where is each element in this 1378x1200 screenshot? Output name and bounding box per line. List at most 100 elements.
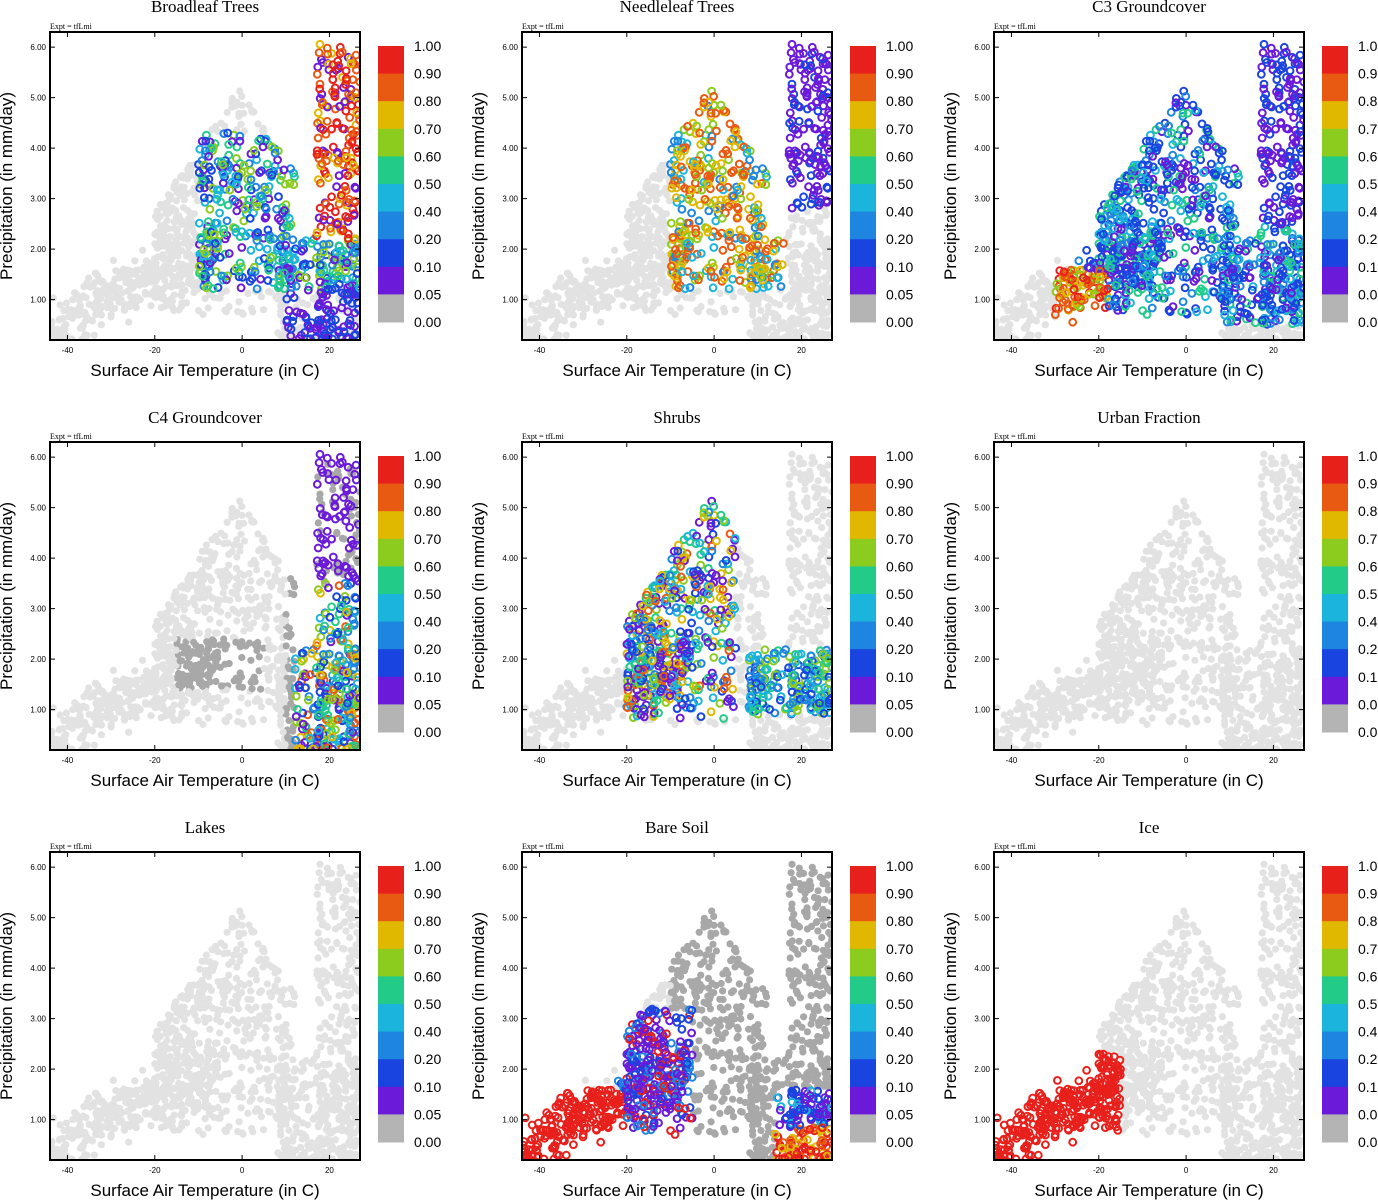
data-point [312, 146, 322, 156]
data-point [327, 49, 336, 58]
data-point [290, 254, 300, 264]
data-point [252, 202, 262, 211]
colorbar-label: 0.80 [1358, 93, 1378, 109]
data-point [746, 329, 754, 337]
data-point [240, 571, 248, 580]
data-point [806, 171, 816, 181]
colorbar-label: 0.70 [414, 121, 441, 137]
data-point [241, 615, 249, 623]
data-point [62, 299, 70, 307]
data-point [147, 712, 155, 720]
data-point [792, 248, 800, 256]
data-point [710, 272, 719, 282]
data-point [334, 199, 344, 209]
data-point [1156, 218, 1166, 228]
data-point [161, 276, 169, 284]
data-point [1287, 171, 1297, 181]
data-point [235, 232, 245, 242]
data-point [324, 60, 333, 69]
data-point [767, 273, 776, 283]
data-point [790, 98, 799, 107]
data-point [170, 181, 179, 189]
data-point [160, 295, 169, 303]
data-point [205, 267, 215, 277]
data-point [534, 299, 543, 307]
data-point [290, 583, 299, 591]
y-tick-label: 6.00 [502, 43, 518, 52]
data-point [180, 606, 188, 614]
data-point [245, 101, 253, 109]
data-point [1277, 271, 1287, 281]
data-point [234, 718, 242, 726]
data-point [997, 325, 1005, 334]
data-point [75, 311, 83, 319]
data-point [1262, 125, 1272, 135]
data-point [196, 233, 206, 242]
data-point [1140, 233, 1150, 242]
data-point [69, 706, 77, 714]
data-point [680, 284, 690, 294]
data-point [528, 331, 536, 339]
data-point [85, 710, 93, 719]
data-point [662, 228, 670, 236]
data-point [194, 692, 202, 700]
data-point [823, 50, 832, 60]
data-point [200, 197, 210, 207]
data-point [169, 682, 177, 691]
data-point [592, 305, 600, 313]
data-point [260, 664, 268, 673]
data-point [167, 295, 175, 303]
data-point [1137, 251, 1147, 261]
data-point [320, 211, 330, 221]
data-point [1161, 271, 1170, 281]
data-point [118, 289, 126, 297]
data-point [250, 267, 260, 277]
data-point [798, 216, 806, 224]
colorbar-swatch [850, 156, 876, 185]
data-point [800, 286, 808, 294]
data-point [1282, 256, 1292, 266]
data-point [1163, 170, 1172, 179]
expt-label: Expt = tfLmi [50, 432, 93, 441]
data-point [1171, 98, 1181, 108]
data-point [1258, 300, 1267, 310]
data-point [807, 280, 815, 288]
data-point [81, 331, 89, 339]
data-point [287, 575, 295, 583]
data-point [219, 129, 229, 139]
data-point [133, 707, 141, 715]
data-point [60, 717, 68, 725]
data-point [699, 177, 709, 187]
data-point [266, 698, 274, 706]
data-point [162, 264, 170, 272]
data-point [1077, 296, 1086, 306]
data-point [95, 275, 103, 283]
colorbar: 1.000.900.800.700.600.500.400.200.100.05… [1322, 38, 1378, 330]
data-point [534, 332, 543, 340]
data-point [788, 278, 796, 286]
data-point [342, 153, 351, 162]
data-point [126, 695, 134, 704]
data-point [287, 700, 295, 708]
data-point [756, 213, 766, 223]
data-point [803, 316, 812, 324]
data-point [285, 179, 295, 188]
data-point [284, 213, 294, 223]
data-point [173, 188, 181, 196]
y-tick-label: 3.00 [974, 195, 990, 204]
data-point [172, 236, 180, 244]
data-point [733, 185, 742, 195]
data-point [704, 97, 714, 107]
data-point [1037, 287, 1045, 295]
data-point [184, 278, 193, 286]
data-point [1268, 173, 1277, 183]
data-point [1297, 148, 1304, 157]
data-point [215, 253, 225, 262]
data-point [747, 241, 757, 251]
data-point [1133, 228, 1143, 237]
data-point [1143, 193, 1153, 203]
data-point [271, 572, 279, 580]
colorbar-label: 0.10 [886, 259, 913, 275]
data-point [1165, 286, 1175, 296]
data-point [718, 175, 728, 185]
